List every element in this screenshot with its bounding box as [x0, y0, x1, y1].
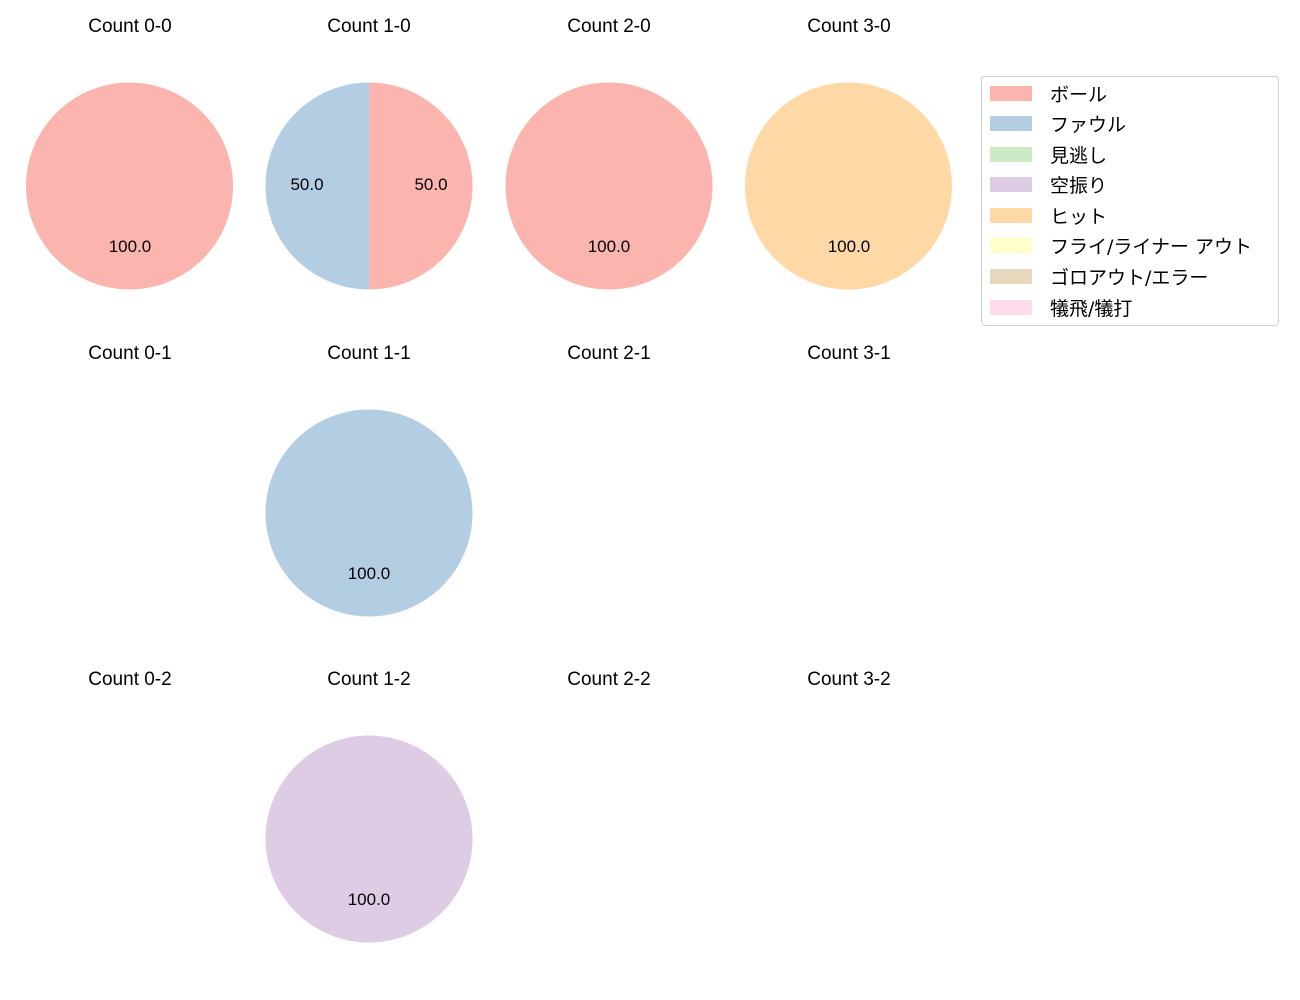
- legend-swatch: [990, 299, 1032, 315]
- legend-label: 犠飛/犠打: [1050, 297, 1133, 320]
- panel-title: Count 1-0: [327, 16, 411, 37]
- pie-slice-hit: [745, 82, 952, 290]
- legend-swatch: [990, 268, 1032, 284]
- legend-swatch: [990, 207, 1032, 223]
- pie-chart: 100.0: [265, 735, 473, 943]
- panel-title: Count 0-0: [88, 16, 172, 37]
- panel-title: Count 1-2: [327, 669, 411, 690]
- pie-panel-count-1-2: Count 1-2 100.0: [249, 653, 489, 980]
- pie-panel-count-0-1: Count 0-1: [10, 327, 250, 654]
- slice-value-label: 100.0: [828, 237, 871, 256]
- panel-title: Count 3-1: [807, 343, 891, 364]
- panel-title: Count 3-2: [807, 669, 891, 690]
- legend-item-ball: ボール: [990, 81, 1108, 106]
- panel-title: Count 0-1: [88, 343, 172, 364]
- legend-swatch: [990, 115, 1032, 131]
- legend-label: ボール: [1050, 83, 1108, 106]
- pie-slice-swinging-strike: [265, 735, 473, 943]
- legend-item-called-strike: 見逃し: [990, 142, 1108, 167]
- panel-title: Count 2-0: [567, 16, 651, 37]
- legend-label: 空振り: [1050, 174, 1108, 197]
- legend-swatch: [990, 237, 1032, 253]
- panel-title: Count 3-0: [807, 16, 891, 37]
- legend-item-hit: ヒット: [990, 203, 1108, 228]
- legend-item-sacrifice: 犠飛/犠打: [990, 295, 1133, 320]
- legend: ボール ファウル 見逃し 空振り ヒット フライ/ライナー アウト ゴロアウト/…: [981, 76, 1279, 326]
- pie-slice-ball: [26, 82, 233, 290]
- legend-swatch: [990, 176, 1032, 192]
- legend-item-swinging-strike: 空振り: [990, 172, 1108, 197]
- slice-value-label: 100.0: [348, 890, 391, 909]
- panel-title: Count 1-1: [327, 343, 411, 364]
- panel-title: Count 2-1: [567, 343, 651, 364]
- pie-panel-count-2-0: Count 2-0 100.0: [489, 0, 729, 327]
- panel-title: Count 0-2: [88, 669, 172, 690]
- legend-item-grounder-out-error: ゴロアウト/エラー: [990, 264, 1209, 289]
- legend-swatch: [990, 146, 1032, 162]
- pie-panel-count-2-2: Count 2-2: [489, 653, 729, 980]
- legend-item-foul: ファウル: [990, 111, 1127, 136]
- slice-value-label: 50.0: [290, 175, 323, 194]
- panel-title: Count 2-2: [567, 669, 651, 690]
- slice-value-label: 100.0: [588, 237, 631, 256]
- legend-label: ゴロアウト/エラー: [1050, 266, 1209, 289]
- pie-chart: 100.0: [265, 409, 473, 617]
- pie-chart: 100.0: [505, 82, 713, 290]
- legend-item-fly-liner-out: フライ/ライナー アウト: [990, 233, 1253, 258]
- legend-label: ファウル: [1050, 113, 1127, 136]
- pie-chart: 100.0: [26, 82, 233, 290]
- pie-slice-foul: [265, 82, 369, 290]
- legend-swatch: [990, 85, 1032, 101]
- pie-panel-count-1-0: Count 1-0 50.0 50.0: [249, 0, 489, 327]
- legend-label: フライ/ライナー アウト: [1050, 235, 1253, 258]
- pie-slice-foul: [265, 409, 473, 617]
- pie-slice-ball: [505, 82, 713, 290]
- slice-value-label: 100.0: [109, 237, 152, 256]
- pie-panel-count-1-1: Count 1-1 100.0: [249, 327, 489, 654]
- pie-panel-count-2-1: Count 2-1: [489, 327, 729, 654]
- pie-panel-count-3-2: Count 3-2: [729, 653, 969, 980]
- pie-panel-count-3-1: Count 3-1: [729, 327, 969, 654]
- legend-label: 見逃し: [1050, 144, 1108, 167]
- pie-panel-count-0-0: Count 0-0 100.0: [10, 0, 250, 327]
- legend-label: ヒット: [1050, 205, 1108, 228]
- pie-slice-ball: [369, 82, 473, 290]
- slice-value-label: 100.0: [348, 564, 391, 583]
- pie-chart: 50.0 50.0: [265, 82, 473, 290]
- slice-value-label: 50.0: [414, 175, 447, 194]
- pie-panel-count-3-0: Count 3-0 100.0: [729, 0, 969, 327]
- pie-chart: 100.0: [745, 82, 952, 290]
- pie-panel-count-0-2: Count 0-2: [10, 653, 250, 980]
